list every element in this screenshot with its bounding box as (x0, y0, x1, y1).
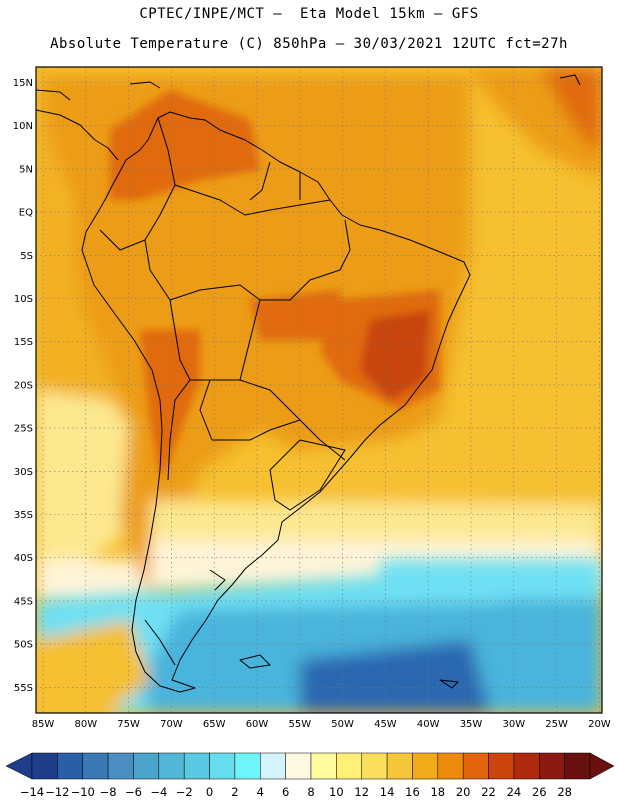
lat-label: 55S (14, 683, 33, 694)
colorbar-label: −4 (150, 785, 167, 799)
colorbar-label: −2 (176, 785, 193, 799)
colorbar-label: 24 (507, 785, 522, 799)
colorbar-arrow-right (589, 752, 615, 780)
lon-label: 75W (117, 719, 140, 730)
colorbar-swatch (310, 752, 337, 780)
lon-label: 65W (203, 719, 226, 730)
longitude-labels: 85W 80W 75W 70W 65W 60W 55W 50W 45W 40W 35W 30W 25W 2… (32, 719, 611, 730)
lon-label: 60W (246, 719, 269, 730)
lon-label: 70W (160, 719, 183, 730)
lat-label: 5N (19, 164, 33, 175)
lat-label: 10N (13, 121, 33, 132)
colorbar-swatch (31, 752, 58, 780)
lat-label: 40S (14, 553, 33, 564)
colorbar-swatch (82, 752, 109, 780)
colorbar-label: 20 (456, 785, 471, 799)
colorbar-swatch (133, 752, 160, 780)
lat-label: 50S (14, 640, 33, 651)
colorbar-label: 2 (231, 785, 238, 799)
colorbar-label: 4 (257, 785, 264, 799)
colorbar-swatch (234, 752, 261, 780)
colorbar-swatch (260, 752, 286, 780)
colorbar-swatch (285, 752, 312, 780)
lon-label: 45W (374, 719, 397, 730)
title-line-2: Absolute Temperature (C) 850hPa – 30/03/… (50, 36, 568, 52)
temperature-field (36, 67, 602, 713)
colorbar-label: 8 (307, 785, 314, 799)
colorbar-swatch (437, 752, 464, 780)
lon-label: 55W (288, 719, 311, 730)
lat-label: 5S (20, 251, 33, 262)
latitude-labels: 15N 10N 5N EQ 5S 10S 15S 20S 25S 30S 35S 40S 45S 50S 5… (13, 78, 33, 694)
colorbar-arrow-left (5, 752, 33, 780)
colorbar-swatch (462, 752, 489, 780)
colorbar-swatch (361, 752, 388, 780)
lat-label: 10S (14, 294, 33, 305)
colorbar-label: −8 (100, 785, 117, 799)
lon-label: 50W (331, 719, 354, 730)
colorbar-swatch (183, 752, 210, 780)
colorbar-label: −10 (71, 785, 95, 799)
colorbar-label: −6 (125, 785, 142, 799)
coastlines (36, 74, 581, 693)
colorbar-label: 26 (532, 785, 547, 799)
lon-label: 20W (588, 719, 611, 730)
lat-label: 25S (14, 424, 33, 435)
title-line-1: CPTEC/INPE/MCT – Eta Model 15km – GFS (139, 6, 479, 22)
lon-label: 40W (417, 719, 440, 730)
colorbar-swatch (412, 752, 439, 780)
lat-label: 20S (14, 380, 33, 391)
lon-label: 25W (545, 719, 568, 730)
colorbar-label: 28 (557, 785, 572, 799)
colorbar-label: 0 (206, 785, 213, 799)
colorbar-swatch (209, 752, 236, 780)
colorbar-label: 10 (329, 785, 344, 799)
colorbar-swatch (107, 752, 134, 780)
colorbar-label: 14 (380, 785, 395, 799)
lat-label: 30S (14, 467, 33, 478)
colorbar: −14 −12 −10 −8 −6 −4 −2 0 2 4 6 8 10 12 14 16 18 20 22 24 26… (5, 752, 615, 799)
colorbar-label: −12 (45, 785, 69, 799)
colorbar-swatch (539, 752, 565, 780)
lon-label: 80W (74, 719, 97, 730)
colorbar-label: 12 (354, 785, 369, 799)
colorbar-swatch (336, 752, 362, 780)
lon-label: 35W (460, 719, 483, 730)
colorbar-label: 16 (405, 785, 420, 799)
colorbar-label: −14 (20, 785, 44, 799)
colorbar-label: 6 (282, 785, 289, 799)
lat-label: 15N (13, 78, 33, 89)
lon-label: 85W (32, 719, 55, 730)
lat-label: 45S (14, 596, 33, 607)
lat-label: EQ (19, 208, 33, 219)
lon-label: 30W (502, 719, 525, 730)
map-frame (35, 66, 603, 714)
colorbar-swatch (158, 752, 185, 780)
lat-label: 35S (14, 510, 33, 521)
colorbar-swatch (564, 752, 591, 780)
colorbar-swatch (513, 752, 540, 780)
colorbar-label: 18 (430, 785, 445, 799)
lat-label: 15S (14, 337, 33, 348)
colorbar-swatch (386, 752, 413, 780)
colorbar-label: 22 (481, 785, 496, 799)
colorbar-swatch (57, 752, 83, 780)
colorbar-swatch (488, 752, 515, 780)
